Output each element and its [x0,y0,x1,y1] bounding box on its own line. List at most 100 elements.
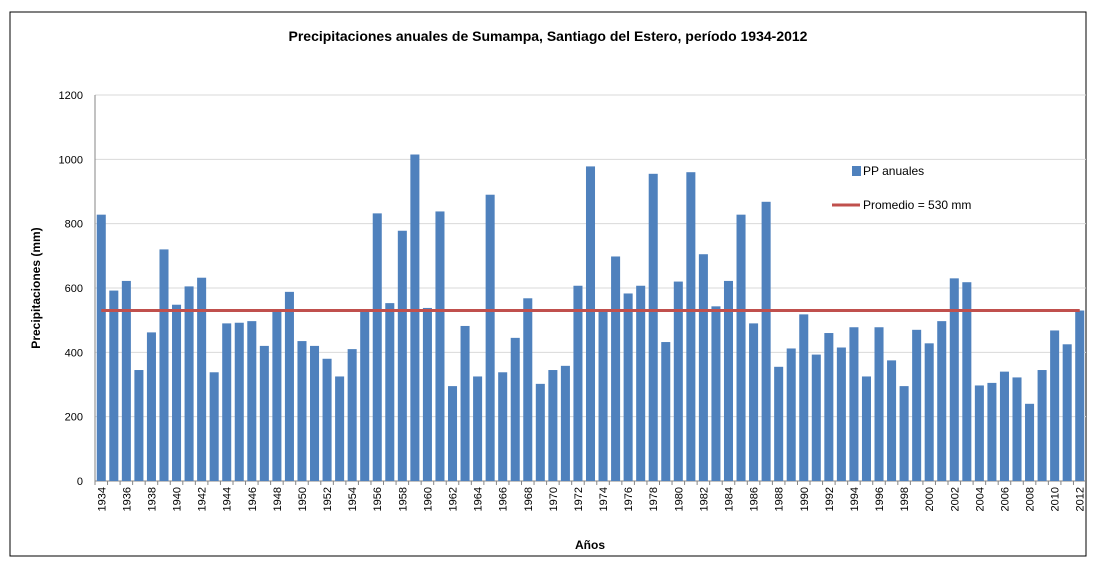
x-tick-label: 1960 [422,487,434,511]
x-tick-label: 1950 [297,487,309,511]
y-tick-label: 1000 [59,154,83,166]
bar [1050,330,1060,481]
x-tick-label: 1954 [347,487,359,511]
bar [585,166,596,481]
bar [447,386,458,481]
bar [686,172,696,481]
bar [310,345,320,481]
bar [636,285,646,481]
bar [460,325,470,481]
bar [623,293,633,481]
x-tick-label: 1934 [96,487,108,511]
bar [698,254,708,481]
bar [109,290,119,481]
bar [736,214,746,481]
bar [661,342,671,481]
bar [535,383,545,481]
bar [234,322,244,481]
bar [1025,403,1035,481]
bar [887,360,897,481]
bar [485,194,495,481]
bar [498,372,508,481]
bar [159,249,169,481]
x-tick-label: 1988 [774,487,786,511]
bar [924,343,934,481]
x-tick-label: 1992 [824,487,836,511]
bar [360,310,370,481]
y-tick-label: 1200 [59,90,83,102]
bar [322,358,332,481]
chart-title: Precipitaciones anuales de Sumampa, Sant… [289,28,808,44]
x-tick-label: 1962 [448,487,460,511]
bar [598,310,608,481]
bar [1037,370,1047,481]
bar [272,310,282,481]
x-tick-label: 1974 [598,487,610,511]
bar [723,280,734,481]
bar [611,256,621,481]
x-tick-label: 1956 [372,487,384,511]
bar [861,376,871,481]
x-tick-label: 1946 [247,487,259,511]
x-tick-label: 1968 [523,487,535,511]
y-axis-title: Precipitaciones (mm) [29,227,43,348]
legend-label: Promedio = 530 mm [863,198,971,212]
bar [1012,377,1022,481]
x-tick-label: 1966 [498,487,510,511]
x-tick-label: 1996 [874,487,886,511]
bar [749,323,759,481]
bar [523,298,533,481]
y-tick-label: 800 [65,219,83,231]
bar [949,278,959,481]
x-tick-label: 1938 [146,487,158,511]
bar [410,154,420,481]
bar [146,332,156,481]
bar [899,386,909,481]
x-tick-label: 2000 [924,487,936,511]
y-tick-label: 0 [77,476,83,488]
bar [372,213,382,481]
bar [1075,310,1085,481]
x-tick-label: 1952 [322,487,334,511]
x-tick-label: 1940 [172,487,184,511]
bar [987,382,997,481]
x-tick-label: 2010 [1050,487,1062,511]
bar [172,304,182,481]
x-axis-title: Años [575,538,605,552]
x-tick-label: 1936 [121,487,133,511]
bar [385,303,395,481]
x-tick-label: 1942 [197,487,209,511]
x-tick-label: 1998 [899,487,911,511]
bar [786,348,796,481]
x-tick-label: 1976 [623,487,635,511]
bar [284,291,294,481]
bar [774,366,784,481]
bar [999,371,1009,481]
x-tick-label: 1986 [749,487,761,511]
bar [397,230,407,481]
x-tick-label: 1944 [222,487,234,511]
x-tick-label: 1990 [799,487,811,511]
x-tick-label: 2012 [1075,487,1087,511]
bar [1062,344,1072,481]
x-tick-label: 1948 [272,487,284,511]
x-tick-label: 1958 [397,487,409,511]
x-tick-label: 1980 [673,487,685,511]
bar [548,370,558,481]
bar [974,385,984,481]
bar [347,349,357,481]
bar [335,376,345,481]
bar [121,280,131,481]
bar [937,321,947,481]
bar [197,277,207,481]
bar [962,282,972,481]
bar [711,306,721,481]
bar [297,341,307,481]
bar [824,333,834,481]
y-tick-label: 200 [65,412,83,424]
legend-label: PP anuales [863,164,924,178]
bar [473,376,483,481]
y-tick-label: 400 [65,347,83,359]
x-tick-label: 1978 [648,487,660,511]
